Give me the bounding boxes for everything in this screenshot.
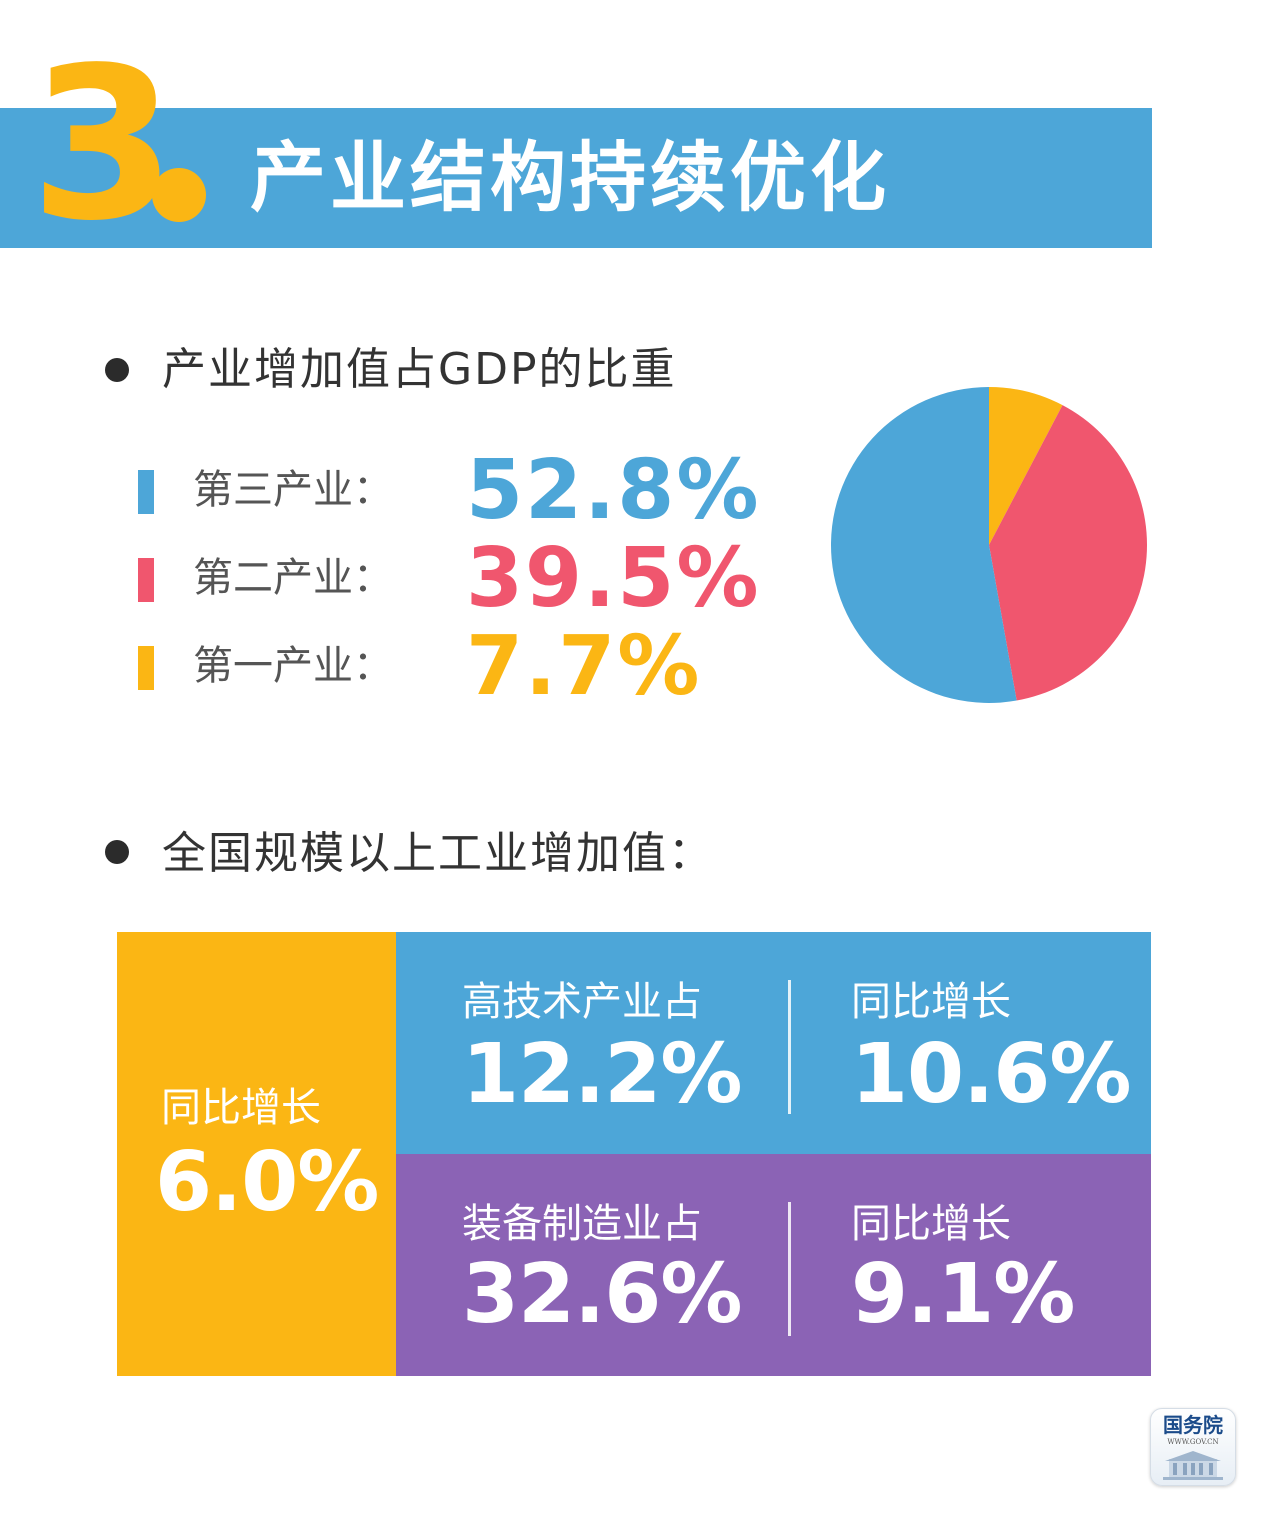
legend-label-tertiary: 第三产业： xyxy=(193,467,393,513)
pie-slice-secondary xyxy=(989,405,1147,701)
high-tech-growth-label: 同比增长 xyxy=(851,979,1011,1025)
section-number-dot xyxy=(152,168,206,222)
legend-swatch-secondary xyxy=(138,558,154,602)
data-label-tertiary: 52.8% xyxy=(466,443,761,538)
industrial-total-value: 6.0% xyxy=(155,1135,379,1230)
industrial-stats-grid: 同比增长 6.0% 高技术产业占 12.2% 同比增长 10.6% 装备制造业占… xyxy=(117,932,1151,1376)
legend-label-secondary: 第二产业： xyxy=(193,555,393,601)
logo-name: 国务院 xyxy=(1163,1413,1223,1437)
logo-url: WWW.GOV.CN xyxy=(1167,1438,1219,1446)
legend-swatch-primary xyxy=(138,646,154,690)
legend-row-tertiary: 第三产业： 52.8% xyxy=(138,448,778,534)
section-number: 3 xyxy=(30,22,176,267)
high-tech-growth-value: 10.6% xyxy=(851,1027,1131,1122)
section-bullet-industrial xyxy=(105,840,129,864)
gdp-share-pie-chart xyxy=(831,387,1147,703)
industrial-total-label: 同比增长 xyxy=(161,1085,321,1131)
section-heading-industrial: 全国规模以上工业增加值： xyxy=(162,828,714,879)
equipment-growth-value: 9.1% xyxy=(851,1247,1075,1342)
industrial-total-cell: 同比增长 6.0% xyxy=(117,932,396,1376)
equipment-share-label: 装备制造业占 xyxy=(462,1201,702,1247)
legend-label-primary: 第一产业： xyxy=(193,643,393,689)
equipment-growth-label: 同比增长 xyxy=(851,1201,1011,1247)
legend-row-primary: 第一产业： 7.7% xyxy=(138,624,778,710)
data-label-primary: 7.7% xyxy=(466,619,702,714)
page-title: 产业结构持续优化 xyxy=(250,133,890,222)
equipment-cell: 装备制造业占 32.6% 同比增长 9.1% xyxy=(396,1154,1151,1376)
building-icon xyxy=(1163,1451,1223,1480)
high-tech-share-value: 12.2% xyxy=(462,1027,742,1122)
gov-cn-logo: 国务院 WWW.GOV.CN xyxy=(1150,1408,1236,1486)
pie-slice-tertiary xyxy=(831,387,1017,703)
data-label-secondary: 39.5% xyxy=(466,531,761,626)
section-bullet-gdp xyxy=(105,358,129,382)
pie-slice-primary xyxy=(989,387,1063,545)
legend-swatch-tertiary xyxy=(138,470,154,514)
high-tech-cell: 高技术产业占 12.2% 同比增长 10.6% xyxy=(396,932,1151,1154)
high-tech-share-label: 高技术产业占 xyxy=(462,979,702,1025)
legend-row-secondary: 第二产业： 39.5% xyxy=(138,536,778,622)
section-heading-gdp: 产业增加值占GDP的比重 xyxy=(162,344,677,395)
equipment-share-value: 32.6% xyxy=(462,1247,742,1342)
high-tech-divider xyxy=(788,980,791,1114)
equipment-divider xyxy=(788,1202,791,1336)
